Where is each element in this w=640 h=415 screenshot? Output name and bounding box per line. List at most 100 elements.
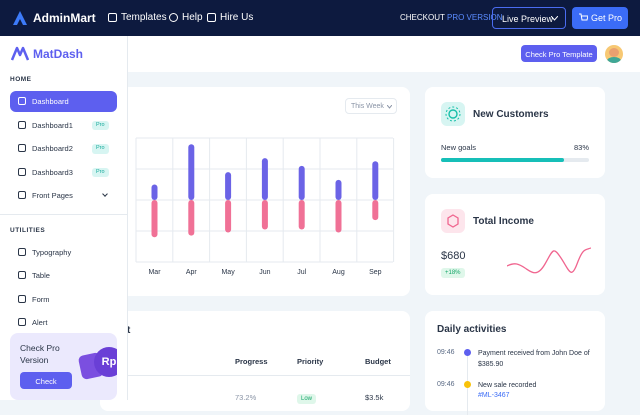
- nav-icon: [18, 120, 26, 129]
- income-change: +18%: [441, 268, 465, 278]
- bar: [298, 200, 305, 230]
- nav-label: Front Pages: [32, 191, 73, 200]
- nav-item[interactable]: Front Pages: [10, 185, 117, 206]
- bar: [335, 200, 342, 233]
- activity-ref: #ML-3467: [478, 392, 510, 399]
- chevron: [387, 105, 392, 109]
- bar: [372, 200, 379, 221]
- sidebar: MatDash HOME Dashboard Dashboard1 Pro Dashbo…: [0, 36, 128, 400]
- button-label: Check Pro Template: [525, 50, 593, 59]
- customers-icon: [441, 102, 465, 126]
- activity-time: 09:46: [437, 381, 455, 388]
- nav-label: Dashboard3: [32, 167, 73, 177]
- cell: 73.2%: [235, 393, 257, 402]
- nav-label: Typography: [32, 247, 72, 257]
- promo: Check Pro Version Check Rp: [10, 333, 117, 400]
- get-pro-button[interactable]: Get Pro: [572, 7, 628, 29]
- month-label: Aug: [332, 269, 345, 276]
- activities-title: Daily activities: [437, 324, 507, 335]
- bar: [261, 200, 268, 230]
- nav-item[interactable]: Dashboard1 Pro: [10, 115, 117, 136]
- customers-card: New Customers New goals 83%: [425, 87, 605, 178]
- bar: [225, 200, 232, 233]
- check-pro-template-button[interactable]: Check Pro Template: [521, 45, 597, 62]
- nav-badge: Pro: [92, 120, 109, 130]
- nav-icon: [18, 271, 26, 279]
- top-link: Templates: [121, 12, 167, 23]
- section-title: UTILITIES: [10, 226, 46, 234]
- bar: [372, 161, 379, 200]
- checkout-text: CHECKOUT PRO VERSION: [400, 14, 503, 22]
- column-header: Progress: [235, 357, 268, 366]
- income-card: Total Income $680 +18%: [425, 194, 605, 295]
- nav-label: Dashboard2: [32, 144, 73, 153]
- nav-icon: [18, 97, 26, 105]
- revenue-card: This Week Mar Apr May Jun Jul Aug Sep: [100, 87, 410, 296]
- goal-value: 83%: [573, 143, 589, 152]
- live-preview-label: Live Preview: [502, 14, 554, 24]
- link-icon: [207, 13, 216, 22]
- sidebar-logo: [11, 46, 29, 61]
- row-divider: [100, 375, 410, 376]
- promo-title: Check Pro Version: [20, 343, 60, 365]
- nav-icon: [18, 144, 26, 152]
- nav-item[interactable]: Table: [10, 265, 117, 286]
- income-icon: [441, 209, 465, 233]
- activity-dot: [464, 349, 471, 356]
- activity-text: Payment received from John Doe of $385.9…: [478, 350, 590, 368]
- nav-item[interactable]: Dashboard: [10, 91, 117, 112]
- nav-item[interactable]: Form: [10, 289, 117, 310]
- nav-item[interactable]: Dashboard2 Pro: [10, 138, 117, 159]
- live-preview-button[interactable]: Live Preview: [492, 7, 566, 29]
- month-label: Sep: [369, 269, 382, 276]
- checkout: CHECKOUT: [400, 13, 445, 22]
- filter-select[interactable]: This Week: [345, 98, 397, 114]
- nav-label: Table: [32, 271, 50, 280]
- nav-label: Dashboard: [32, 97, 69, 106]
- bar: [261, 158, 268, 200]
- nav-icon: [18, 191, 26, 199]
- divider: [0, 213, 127, 215]
- projects-card: t Progress Priority Budget 73.2% Low $3.5k: [100, 311, 410, 411]
- goal-label: New goals: [441, 143, 477, 152]
- link-icon: [108, 13, 117, 22]
- cell: $3.5k: [365, 393, 384, 402]
- get-pro-label: Get Pro: [591, 13, 623, 23]
- checkout-pro: PRO VERSION: [446, 13, 503, 22]
- bar: [298, 165, 305, 200]
- activity-dot: [464, 381, 471, 388]
- income-amount: $680: [441, 250, 466, 262]
- column-header: Priority: [297, 357, 324, 366]
- priority-badge: Low: [297, 394, 317, 404]
- filter-label: This Week: [351, 103, 384, 110]
- nav-item[interactable]: Alert: [10, 312, 117, 333]
- nav-label: Alert: [32, 318, 48, 327]
- avatar[interactable]: [605, 45, 623, 63]
- avatar-body: [607, 57, 621, 63]
- header: Check Pro Template: [128, 36, 640, 72]
- top-link: Help: [182, 12, 203, 23]
- bar: [225, 172, 232, 200]
- income-sparkline: [507, 247, 591, 274]
- brand-name: AdminMart: [33, 11, 96, 25]
- activity-time: 09:46: [437, 349, 455, 356]
- month-label: Mar: [148, 269, 161, 276]
- promo-button[interactable]: Check: [20, 372, 72, 389]
- customers-title: New Customers: [473, 109, 549, 120]
- link-icon: [169, 13, 178, 22]
- nav-badge: Pro: [92, 167, 109, 177]
- sidebar-brand: MatDash: [33, 47, 84, 61]
- bar: [335, 179, 342, 200]
- income-title: Total Income: [473, 216, 534, 227]
- month-label: Jul: [297, 269, 306, 276]
- activity-text: New sale recorded: [478, 382, 537, 389]
- nav-item[interactable]: Dashboard3 Pro: [10, 162, 117, 183]
- nav-item[interactable]: Typography: [10, 242, 117, 263]
- activities-card: Daily activities 09:46 Payment received f…: [425, 311, 605, 415]
- chevron: [551, 16, 558, 21]
- goal-bar: [441, 158, 564, 162]
- bar: [151, 184, 158, 200]
- bar: [151, 200, 158, 238]
- top-link: Hire Us: [220, 12, 254, 23]
